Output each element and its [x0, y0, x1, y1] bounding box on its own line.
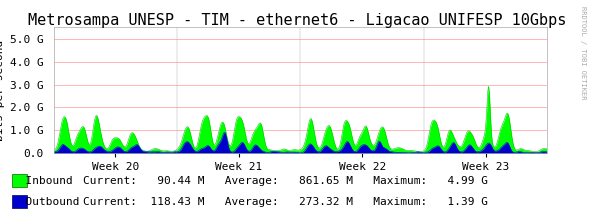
Text: RRDTOOL / TOBI OETIKER: RRDTOOL / TOBI OETIKER	[580, 6, 586, 99]
Text: Outbound: Outbound	[12, 197, 79, 207]
Y-axis label: bits per second: bits per second	[0, 40, 5, 141]
Text: Current:  118.43 M   Average:   273.32 M   Maximum:   1.39 G: Current: 118.43 M Average: 273.32 M Maxi…	[83, 197, 488, 207]
Text: Metrosampa UNESP - TIM - ethernet6 - Ligacao UNIFESP 10Gbps: Metrosampa UNESP - TIM - ethernet6 - Lig…	[29, 13, 566, 28]
Text: Current:   90.44 M   Average:   861.65 M   Maximum:   4.99 G: Current: 90.44 M Average: 861.65 M Maxim…	[83, 176, 488, 186]
Text: Inbound: Inbound	[12, 176, 73, 186]
